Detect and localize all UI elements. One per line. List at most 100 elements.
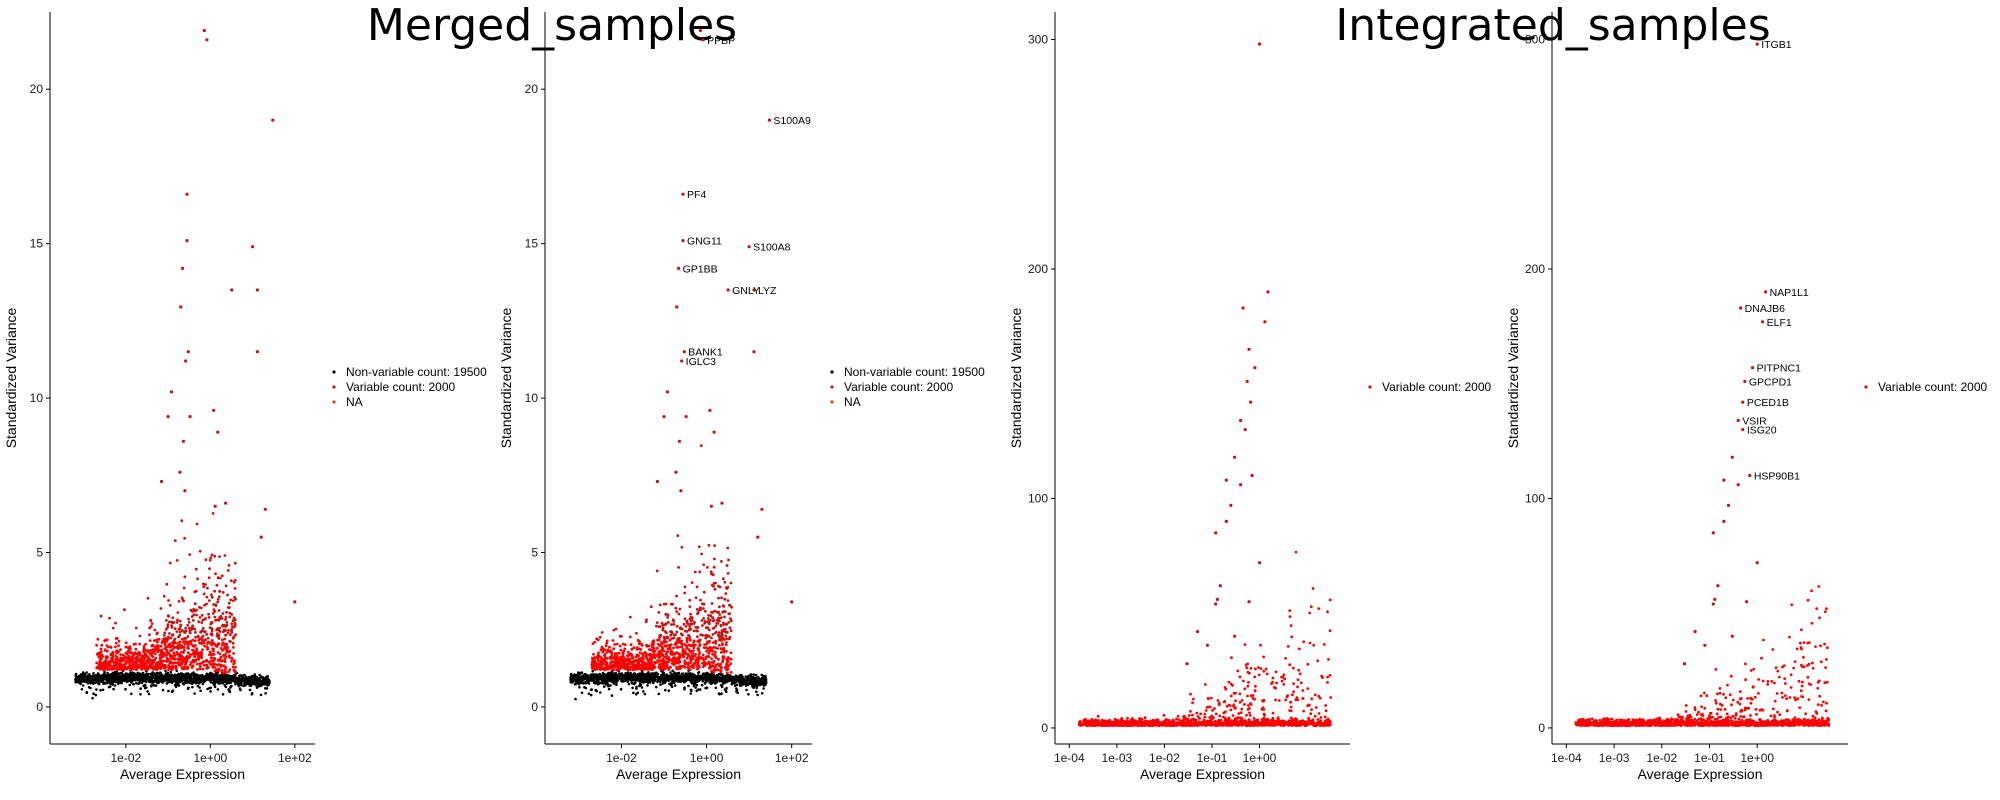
variable-point bbox=[225, 646, 229, 650]
non-variable-point bbox=[120, 681, 123, 685]
variable-point bbox=[207, 653, 211, 656]
non-variable-point bbox=[79, 674, 82, 677]
variable-point bbox=[170, 648, 174, 652]
y-tick-label: 15 bbox=[30, 237, 44, 251]
variable-point bbox=[210, 629, 214, 633]
variable-point bbox=[164, 665, 168, 669]
variable-point bbox=[152, 667, 155, 670]
non-variable-point bbox=[609, 671, 613, 674]
variable-point bbox=[111, 654, 114, 657]
variable-point bbox=[726, 630, 729, 634]
variable-point bbox=[110, 665, 114, 668]
non-variable-point bbox=[659, 680, 662, 684]
variable-point bbox=[188, 653, 192, 657]
variable-point bbox=[202, 585, 206, 589]
non-variable-point bbox=[652, 681, 655, 685]
variable-point bbox=[635, 631, 638, 635]
variable-point bbox=[198, 616, 202, 619]
non-variable-point bbox=[85, 671, 88, 674]
variable-point bbox=[219, 655, 223, 659]
non-variable-point bbox=[609, 684, 612, 687]
variable-point bbox=[191, 648, 194, 652]
non-variable-point bbox=[605, 674, 608, 678]
non-variable-point bbox=[190, 677, 193, 681]
non-variable-point bbox=[606, 683, 610, 686]
y-axis-title: Standardized Variance bbox=[3, 307, 19, 448]
variable-point bbox=[726, 671, 729, 675]
variable-point bbox=[665, 657, 668, 661]
variable-point bbox=[697, 545, 701, 549]
variable-point bbox=[185, 658, 189, 662]
non-variable-point bbox=[174, 682, 178, 685]
non-variable-point bbox=[617, 676, 620, 679]
non-variable-point bbox=[206, 676, 210, 680]
variable-point bbox=[160, 653, 164, 656]
non-variable-point bbox=[111, 672, 114, 676]
variable-point bbox=[182, 586, 186, 590]
variable-point bbox=[218, 576, 222, 580]
data-point bbox=[213, 504, 217, 508]
variable-point bbox=[134, 626, 138, 630]
variable-point bbox=[202, 638, 206, 642]
non-variable-point bbox=[757, 682, 760, 685]
variable-point bbox=[169, 636, 173, 640]
variable-point bbox=[655, 621, 659, 624]
variable-point bbox=[232, 635, 236, 639]
variable-point bbox=[208, 650, 212, 654]
non-variable-point bbox=[79, 682, 82, 686]
variable-point bbox=[224, 584, 228, 588]
data-point bbox=[160, 479, 164, 484]
variable-point bbox=[208, 567, 211, 571]
non-variable-point bbox=[187, 686, 190, 689]
variable-point bbox=[99, 614, 103, 618]
variable-point bbox=[168, 662, 172, 665]
non-variable-point bbox=[92, 692, 95, 695]
variable-point bbox=[713, 587, 717, 591]
variable-point bbox=[123, 608, 126, 612]
non-variable-point bbox=[574, 679, 578, 682]
variable-point bbox=[202, 663, 206, 667]
non-variable-point bbox=[141, 673, 144, 676]
variable-point bbox=[158, 663, 162, 667]
non-variable-point bbox=[571, 675, 575, 679]
variable-point bbox=[187, 646, 190, 650]
non-variable-point bbox=[720, 685, 724, 689]
variable-point bbox=[227, 629, 231, 632]
variable-point bbox=[210, 595, 214, 599]
variable-point bbox=[680, 545, 684, 549]
variable-point bbox=[702, 590, 706, 594]
non-variable-point bbox=[209, 686, 212, 690]
variable-point bbox=[156, 650, 160, 654]
variable-point bbox=[138, 634, 142, 638]
variable-point bbox=[703, 621, 707, 625]
variable-point bbox=[232, 616, 236, 620]
non-variable-point bbox=[146, 676, 149, 679]
variable-point bbox=[224, 628, 227, 632]
y-axis-title: Standardized Variance bbox=[498, 307, 514, 448]
non-variable-point bbox=[212, 679, 216, 682]
non-variable-point bbox=[580, 671, 584, 674]
non-variable-point bbox=[670, 682, 674, 685]
variable-point bbox=[178, 619, 182, 623]
non-variable-point bbox=[615, 673, 618, 677]
non-variable-point bbox=[598, 691, 602, 694]
data-point bbox=[263, 507, 267, 511]
non-variable-point bbox=[687, 675, 691, 678]
non-variable-point bbox=[111, 683, 114, 686]
non-variable-point bbox=[239, 688, 242, 692]
variable-point bbox=[194, 644, 197, 647]
non-variable-point bbox=[170, 681, 174, 684]
variable-point bbox=[155, 661, 159, 665]
variable-point bbox=[110, 667, 114, 671]
variable-point bbox=[182, 646, 186, 649]
non-variable-point bbox=[744, 684, 748, 687]
variable-point bbox=[165, 582, 169, 586]
variable-point bbox=[638, 651, 642, 655]
variable-point bbox=[199, 630, 203, 634]
variable-point bbox=[97, 666, 101, 670]
non-variable-point bbox=[215, 678, 218, 681]
variable-point bbox=[100, 643, 104, 647]
non-variable-point bbox=[681, 672, 685, 675]
